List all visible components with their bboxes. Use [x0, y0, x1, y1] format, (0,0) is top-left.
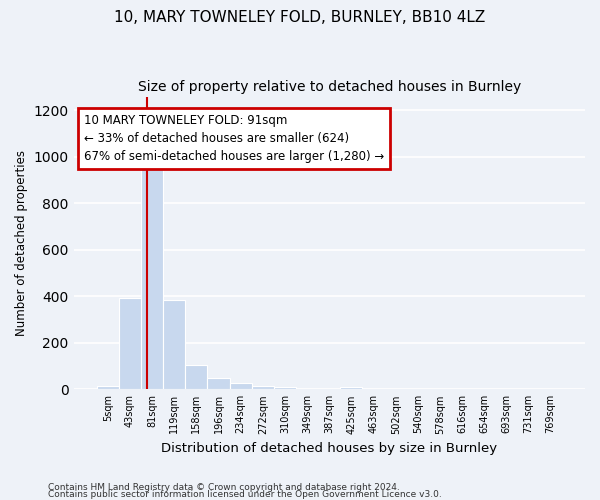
Bar — [141, 168, 163, 390]
Text: Contains HM Land Registry data © Crown copyright and database right 2024.: Contains HM Land Registry data © Crown c… — [48, 484, 400, 492]
Bar — [185, 365, 208, 390]
Bar — [252, 386, 274, 390]
Bar — [119, 298, 141, 390]
Bar — [208, 378, 230, 390]
Bar — [97, 386, 119, 390]
Text: 10 MARY TOWNELEY FOLD: 91sqm
← 33% of detached houses are smaller (624)
67% of s: 10 MARY TOWNELEY FOLD: 91sqm ← 33% of de… — [84, 114, 384, 163]
Text: Contains public sector information licensed under the Open Government Licence v3: Contains public sector information licen… — [48, 490, 442, 499]
Bar — [230, 384, 252, 390]
Bar — [163, 300, 185, 390]
Title: Size of property relative to detached houses in Burnley: Size of property relative to detached ho… — [137, 80, 521, 94]
Y-axis label: Number of detached properties: Number of detached properties — [15, 150, 28, 336]
Bar — [340, 387, 362, 390]
X-axis label: Distribution of detached houses by size in Burnley: Distribution of detached houses by size … — [161, 442, 497, 455]
Text: 10, MARY TOWNELEY FOLD, BURNLEY, BB10 4LZ: 10, MARY TOWNELEY FOLD, BURNLEY, BB10 4L… — [115, 10, 485, 25]
Bar — [274, 386, 296, 390]
